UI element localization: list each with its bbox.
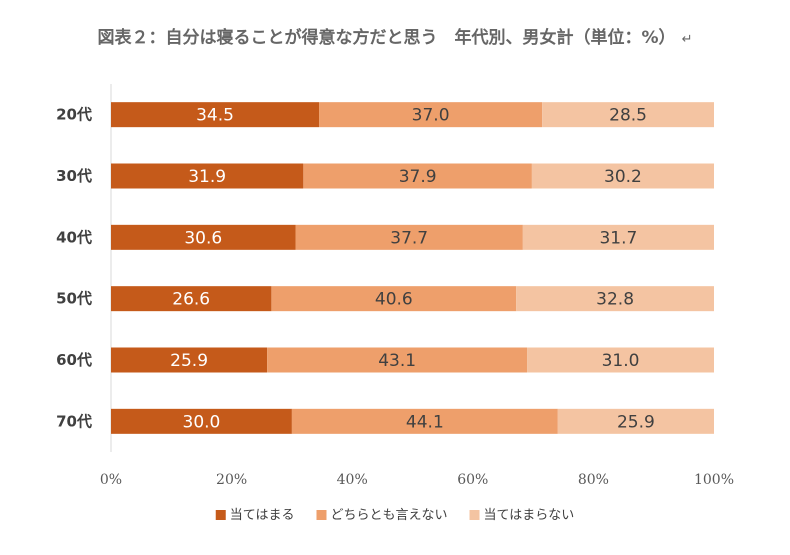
- category-label: 20代: [56, 106, 92, 124]
- data-label: 32.8: [596, 290, 634, 310]
- bar-segment-2: [271, 286, 517, 312]
- legend-label: 当てはまらない: [484, 508, 575, 523]
- x-tick-label: 40%: [337, 472, 368, 488]
- data-label: 37.9: [399, 167, 437, 187]
- data-label: 40.6: [375, 290, 413, 310]
- category-label: 30代: [56, 167, 92, 185]
- bar-segment-1: [111, 347, 268, 373]
- data-label: 25.9: [617, 412, 655, 432]
- bar-segment-2: [303, 163, 532, 189]
- bar-segment-3: [516, 286, 714, 312]
- data-label: 25.9: [170, 351, 208, 371]
- data-label: 43.1: [378, 351, 416, 371]
- bar-segment-3: [542, 102, 714, 128]
- data-label: 30.2: [604, 167, 642, 187]
- data-label: 30.6: [184, 228, 222, 248]
- chart-title: 図表２：自分は寝ることが得意な方だと思う 年代別、男女計（単位：%） ↵: [98, 27, 693, 48]
- bar-segment-2: [291, 408, 558, 434]
- x-tick-label: 0%: [100, 472, 122, 488]
- data-label: 34.5: [196, 106, 234, 126]
- bar-segment-1: [111, 163, 304, 189]
- bar-segment-2: [319, 102, 543, 128]
- legend-label: どちらとも言えない: [330, 508, 447, 523]
- data-label: 44.1: [406, 412, 444, 432]
- category-label: 60代: [56, 351, 92, 369]
- bar-segment-1: [111, 286, 272, 312]
- x-tick-label: 20%: [216, 472, 247, 488]
- data-label: 28.5: [609, 106, 647, 126]
- legend-item: 当てはまる: [215, 508, 295, 523]
- x-tick-label: 80%: [578, 472, 609, 488]
- bar-segment-2: [295, 224, 523, 250]
- bar-segment-1: [111, 408, 292, 434]
- data-label: 37.7: [390, 228, 428, 248]
- bar-segment-3: [557, 408, 714, 434]
- legend-swatch: [316, 510, 327, 520]
- x-tick-label: 60%: [457, 472, 488, 488]
- category-label: 50代: [56, 290, 92, 308]
- legend-swatch: [469, 510, 480, 520]
- bar-segment-1: [111, 102, 320, 128]
- bar-segment-3: [522, 224, 714, 250]
- data-label: 26.6: [172, 290, 210, 310]
- legend-swatch: [215, 510, 226, 520]
- bar-segment-2: [267, 347, 528, 373]
- category-label: 70代: [56, 412, 92, 430]
- bar-segment-1: [111, 224, 296, 250]
- bar-segment-3: [531, 163, 714, 189]
- data-label: 31.7: [599, 228, 637, 248]
- title-return-mark: ↵: [682, 32, 693, 47]
- legend-item: 当てはまらない: [469, 508, 575, 523]
- category-label: 40代: [56, 228, 92, 246]
- x-tick-label: 100%: [694, 472, 734, 488]
- data-label: 31.9: [188, 167, 226, 187]
- data-label: 30.0: [183, 412, 221, 432]
- bar-segment-3: [527, 347, 714, 373]
- data-label: 37.0: [412, 106, 450, 126]
- legend-label: 当てはまる: [230, 508, 295, 523]
- data-label: 31.0: [602, 351, 640, 371]
- legend-item: どちらとも言えない: [316, 508, 448, 523]
